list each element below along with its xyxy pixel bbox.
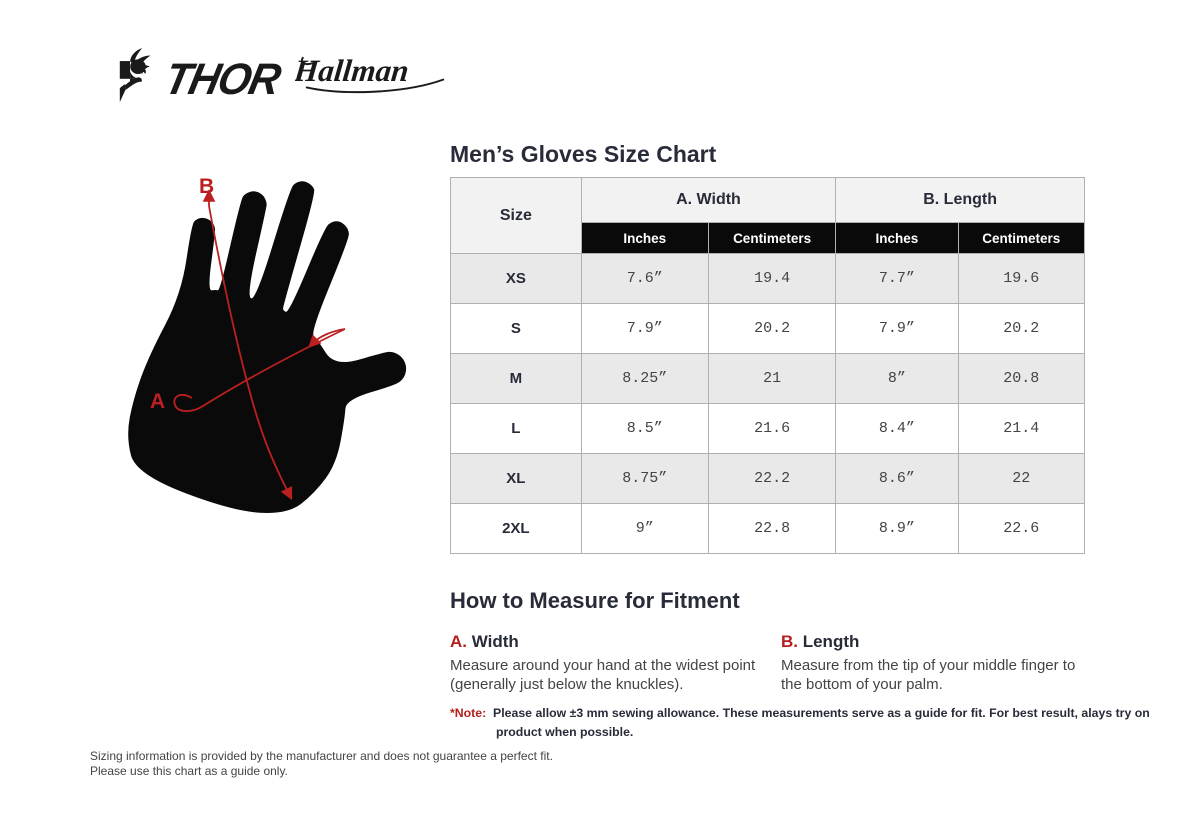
svg-text:B: B — [199, 175, 214, 198]
svg-text:A: A — [150, 390, 165, 413]
